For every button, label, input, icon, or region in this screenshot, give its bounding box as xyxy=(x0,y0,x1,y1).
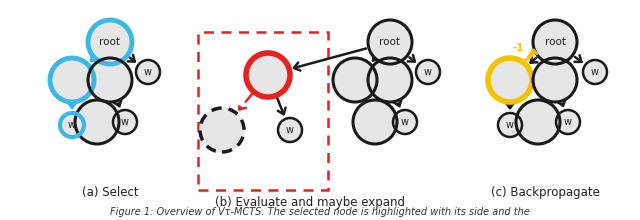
Text: w: w xyxy=(144,67,152,77)
Circle shape xyxy=(333,58,377,102)
Circle shape xyxy=(516,100,560,144)
FancyArrowPatch shape xyxy=(394,99,401,106)
FancyArrowPatch shape xyxy=(575,55,582,62)
FancyArrowPatch shape xyxy=(106,61,114,68)
Text: (b) Evaluate and maybe expand: (b) Evaluate and maybe expand xyxy=(215,196,405,209)
Circle shape xyxy=(368,58,412,102)
Text: -1: -1 xyxy=(512,43,524,53)
Circle shape xyxy=(60,113,84,137)
FancyArrowPatch shape xyxy=(277,98,285,114)
Circle shape xyxy=(75,100,119,144)
FancyArrowPatch shape xyxy=(506,103,514,108)
Text: w: w xyxy=(401,117,409,127)
Circle shape xyxy=(113,110,137,134)
Circle shape xyxy=(533,20,577,64)
Text: w: w xyxy=(286,125,294,135)
Text: root: root xyxy=(545,37,566,47)
Circle shape xyxy=(246,53,290,97)
Circle shape xyxy=(368,20,412,64)
Text: root: root xyxy=(99,37,120,47)
Circle shape xyxy=(556,110,580,134)
Circle shape xyxy=(136,60,160,84)
FancyArrowPatch shape xyxy=(524,50,540,61)
FancyArrowPatch shape xyxy=(381,93,389,101)
FancyArrowPatch shape xyxy=(545,93,553,101)
Circle shape xyxy=(88,58,132,102)
Circle shape xyxy=(393,110,417,134)
Circle shape xyxy=(50,58,94,102)
Text: (a) Select: (a) Select xyxy=(82,185,138,198)
Circle shape xyxy=(278,118,302,142)
Text: w: w xyxy=(564,117,572,127)
Text: Figure 1: Overview of Vτ-MCTS. The selected node is highlighted with its side an: Figure 1: Overview of Vτ-MCTS. The selec… xyxy=(110,207,530,217)
Text: w: w xyxy=(591,67,599,77)
Circle shape xyxy=(200,108,244,152)
FancyArrowPatch shape xyxy=(239,94,252,109)
FancyArrowPatch shape xyxy=(97,101,105,110)
FancyArrowPatch shape xyxy=(531,56,538,63)
Circle shape xyxy=(416,60,440,84)
Circle shape xyxy=(583,60,607,84)
Circle shape xyxy=(533,58,577,102)
FancyArrowPatch shape xyxy=(557,99,565,106)
FancyArrowPatch shape xyxy=(373,53,380,61)
Text: w: w xyxy=(506,120,514,130)
FancyArrowPatch shape xyxy=(91,54,98,61)
FancyArrowPatch shape xyxy=(113,99,122,106)
Text: w: w xyxy=(424,67,432,77)
FancyArrowPatch shape xyxy=(294,48,366,71)
FancyArrowPatch shape xyxy=(408,55,415,62)
Text: w: w xyxy=(68,120,76,130)
FancyArrowPatch shape xyxy=(551,61,559,68)
FancyArrowPatch shape xyxy=(68,102,76,108)
Circle shape xyxy=(88,20,132,64)
Circle shape xyxy=(353,100,397,144)
Circle shape xyxy=(488,58,532,102)
FancyArrowPatch shape xyxy=(128,55,135,62)
Text: root: root xyxy=(380,37,401,47)
Text: w: w xyxy=(121,117,129,127)
Circle shape xyxy=(498,113,522,137)
Text: (c) Backpropagate: (c) Backpropagate xyxy=(491,185,600,198)
FancyArrowPatch shape xyxy=(386,61,394,68)
